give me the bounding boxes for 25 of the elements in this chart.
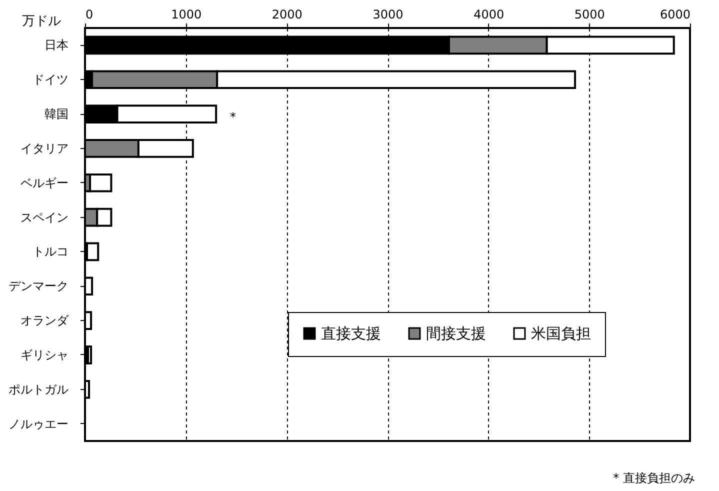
x-tick-label: 5000 <box>574 8 605 22</box>
x-tick-label: 1000 <box>171 8 202 22</box>
y-tick-label: イタリア <box>20 141 68 156</box>
legend-label: 直接支援 <box>321 324 381 343</box>
x-tick-label: 2000 <box>272 8 302 22</box>
annotation: * <box>230 110 236 124</box>
y-tick-label: オランダ <box>20 314 70 328</box>
y-tick-label: スペイン <box>20 210 68 224</box>
x-tick-label: 4000 <box>474 8 504 22</box>
legend-label: 米国負担 <box>531 324 591 343</box>
y-tick-label: ギリシャ <box>20 348 68 362</box>
x-tick-label: 6000 <box>660 8 690 22</box>
y-tick-label: ベルギー <box>20 176 68 190</box>
y-tick-label: 韓国 <box>44 107 68 122</box>
y-tick-label: ノルゥエー <box>8 416 68 431</box>
x-tick-label: 3000 <box>372 8 404 22</box>
y-tick-label: デンマーク <box>8 279 68 294</box>
text: * 直接負担のみ <box>613 470 695 487</box>
x-tick-label: 0 <box>86 8 94 22</box>
y-tick-label: ポルトガル <box>8 382 68 396</box>
y-tick-label: 日本 <box>44 38 68 52</box>
x-axis-title: 万ドル <box>22 13 61 30</box>
legend-label: 間接支援 <box>426 324 486 343</box>
y-tick-label: ドイツ <box>32 72 68 87</box>
y-tick-label: トルコ <box>32 244 68 259</box>
